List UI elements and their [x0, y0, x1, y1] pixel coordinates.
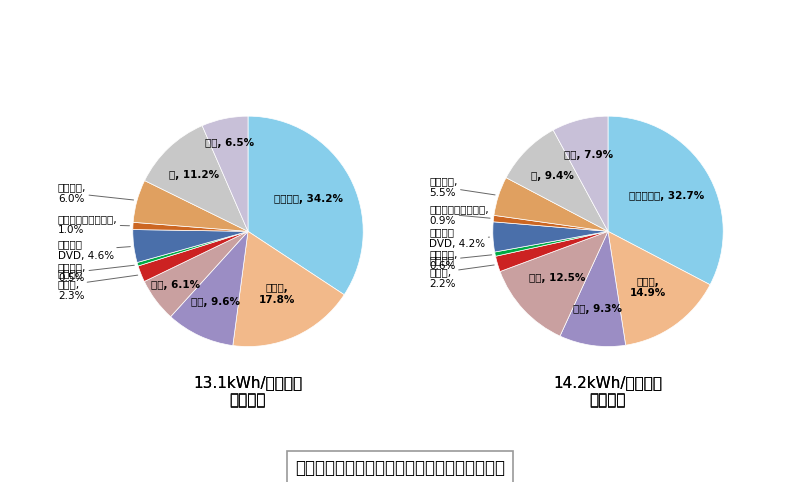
Wedge shape: [608, 231, 710, 345]
Wedge shape: [494, 231, 608, 256]
Text: 冷蔵庫,
14.9%: 冷蔵庫, 14.9%: [630, 277, 666, 298]
Wedge shape: [493, 222, 608, 252]
Wedge shape: [133, 222, 248, 231]
Wedge shape: [138, 231, 248, 281]
Text: 照明, 9.3%: 照明, 9.3%: [573, 304, 622, 314]
Text: 14.2kWh/世帯・日
（冬季）: 14.2kWh/世帯・日 （冬季）: [554, 375, 662, 408]
Text: 家庭における家電製品の一日での電力消費割合: 家庭における家電製品の一日での電力消費割合: [295, 459, 505, 477]
Text: 他, 11.2%: 他, 11.2%: [169, 170, 219, 180]
Title: 13.1kWh/世帯・日
（夏季）: 13.1kWh/世帯・日 （夏季）: [194, 375, 302, 408]
Text: パソコン・ルーター,
0.9%: パソコン・ルーター, 0.9%: [430, 204, 490, 226]
Text: 洗濯機・
举燥機,
2.3%: 洗濯機・ 举燥機, 2.3%: [58, 268, 138, 301]
Wedge shape: [494, 178, 608, 231]
Wedge shape: [170, 231, 248, 346]
Text: 洗濯機・
举燥機,
2.2%: 洗濯機・ 举燥機, 2.2%: [430, 255, 494, 289]
Text: 照明, 9.6%: 照明, 9.6%: [190, 297, 239, 308]
Text: 給湯, 6.1%: 給湯, 6.1%: [151, 280, 201, 290]
Text: テレビ・
DVD, 4.6%: テレビ・ DVD, 4.6%: [58, 239, 130, 261]
Wedge shape: [248, 116, 363, 295]
Text: エアコン等, 32.7%: エアコン等, 32.7%: [630, 190, 705, 201]
Wedge shape: [145, 126, 248, 231]
Text: 給湯, 12.5%: 給湯, 12.5%: [529, 273, 586, 283]
Wedge shape: [493, 215, 608, 231]
Text: パソコン・ルーター,
1.0%: パソコン・ルーター, 1.0%: [58, 214, 130, 235]
Text: 待機電力,
5.5%: 待機電力, 5.5%: [430, 176, 495, 198]
Text: テレビ・
DVD, 4.2%: テレビ・ DVD, 4.2%: [430, 228, 490, 249]
Text: 冷蔵庫,
17.8%: 冷蔵庫, 17.8%: [258, 283, 295, 305]
Wedge shape: [500, 231, 608, 336]
Text: 温水便座,
0.6%: 温水便座, 0.6%: [430, 249, 492, 271]
Wedge shape: [553, 116, 608, 231]
Text: エアコン, 34.2%: エアコン, 34.2%: [274, 194, 343, 203]
Text: 炊事, 6.5%: 炊事, 6.5%: [205, 138, 254, 148]
Text: 他, 9.4%: 他, 9.4%: [531, 171, 574, 181]
Wedge shape: [202, 116, 248, 231]
Text: 温水便座,
0.5%: 温水便座, 0.5%: [58, 262, 134, 283]
Wedge shape: [144, 231, 248, 317]
Text: 炊事, 7.9%: 炊事, 7.9%: [564, 150, 614, 161]
Wedge shape: [137, 231, 248, 266]
Text: 待機電力,
6.0%: 待機電力, 6.0%: [58, 183, 134, 204]
Wedge shape: [133, 181, 248, 231]
Text: 13.1kWh/世帯・日
（夏季）: 13.1kWh/世帯・日 （夏季）: [194, 375, 302, 408]
Title: 14.2kWh/世帯・日
（冬季）: 14.2kWh/世帯・日 （冬季）: [554, 375, 662, 408]
Wedge shape: [133, 229, 248, 263]
Wedge shape: [495, 231, 608, 271]
Wedge shape: [506, 130, 608, 231]
Wedge shape: [233, 231, 344, 347]
Wedge shape: [608, 116, 723, 285]
Wedge shape: [560, 231, 626, 347]
